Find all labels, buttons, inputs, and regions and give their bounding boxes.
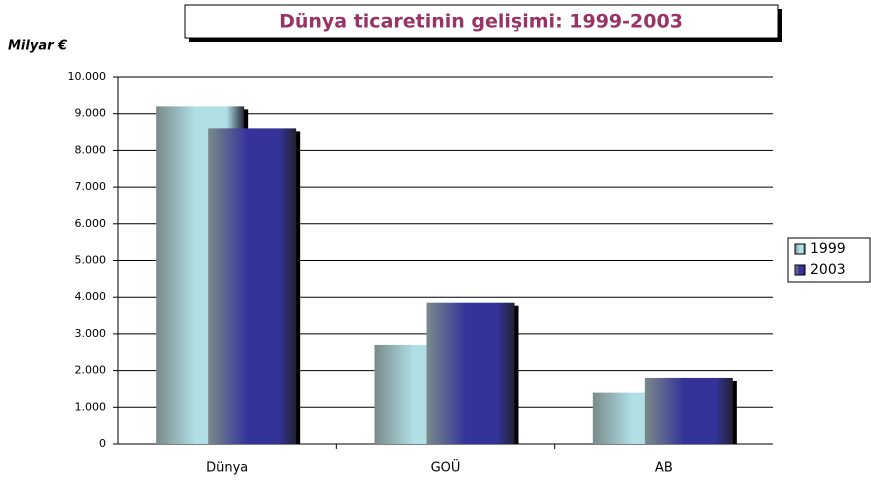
x-tick-label: GOÜ: [431, 459, 461, 476]
x-tick-label: Dünya: [206, 461, 248, 476]
y-tick-label: 5.000: [75, 254, 107, 267]
y-tick-label: 2.000: [75, 364, 107, 377]
y-tick-label: 7.000: [75, 180, 107, 193]
bar: [208, 128, 297, 444]
bar: [426, 302, 515, 444]
legend-swatch: [794, 264, 806, 276]
y-tick-label: 0: [99, 437, 106, 450]
y-tick-label: 10.000: [68, 70, 107, 83]
y-tick-label: 9.000: [75, 107, 107, 120]
title-box: [184, 4, 779, 39]
legend-label: 2003: [810, 262, 846, 278]
y-tick-label: 6.000: [75, 217, 107, 230]
y-tick-label: 4.000: [75, 290, 107, 303]
x-tick-label: AB: [655, 461, 673, 476]
y-tick-label: 1.000: [75, 400, 107, 413]
y-tick-label: 3.000: [75, 327, 107, 340]
legend-label: 1999: [810, 241, 846, 257]
legend-swatch: [794, 243, 806, 255]
y-axis-label: Milyar €: [8, 39, 67, 54]
chart-title: Dünya ticaretinin gelişimi: 1999-2003: [279, 11, 683, 33]
bar: [644, 377, 733, 444]
y-tick-label: 8.000: [75, 143, 107, 156]
